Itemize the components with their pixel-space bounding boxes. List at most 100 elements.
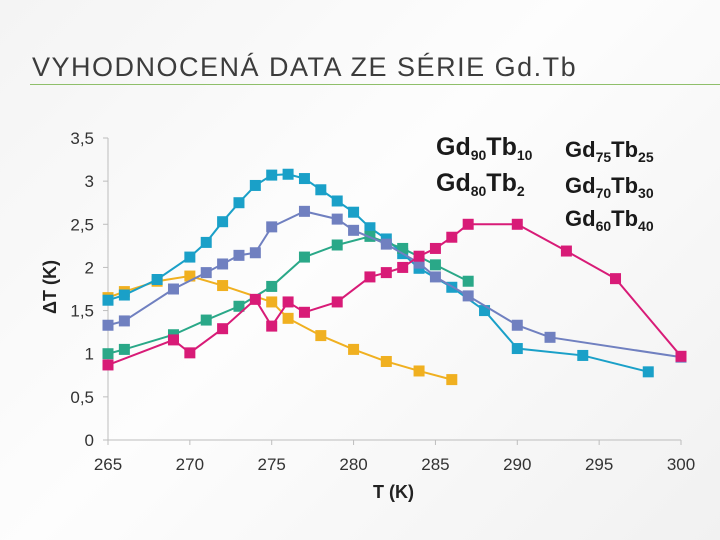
data-point-Gd70Tb30 xyxy=(348,224,360,236)
data-point-Gd60Tb40 xyxy=(364,271,376,283)
data-point-Gd75Tb25 xyxy=(282,168,294,180)
data-point-Gd70Tb30 xyxy=(331,213,343,225)
data-point-Gd70Tb30 xyxy=(298,205,310,217)
data-point-Gd60Tb40 xyxy=(298,306,310,318)
data-point-Gd75Tb25 xyxy=(118,289,130,301)
data-point-Gd60Tb40 xyxy=(282,296,294,308)
data-point-Gd75Tb25 xyxy=(200,236,212,248)
data-point-Gd60Tb40 xyxy=(413,250,425,262)
data-point-Gd80Tb2 xyxy=(102,348,114,360)
data-point-Gd90Tb10 xyxy=(413,365,425,377)
data-point-Gd75Tb25 xyxy=(364,222,376,234)
y-tick-label: 0 xyxy=(85,431,94,450)
legend-item-Gd75Tb25: Gd75Tb25 xyxy=(565,137,654,165)
data-point-Gd75Tb25 xyxy=(298,173,310,185)
data-point-Gd75Tb25 xyxy=(511,343,523,355)
data-point-Gd70Tb30 xyxy=(167,283,179,295)
data-point-Gd60Tb40 xyxy=(249,293,261,305)
data-point-Gd80Tb2 xyxy=(266,280,278,292)
x-tick-label: 300 xyxy=(667,455,695,474)
data-point-Gd80Tb2 xyxy=(429,259,441,271)
y-axis-label: ΔT (K) xyxy=(40,260,60,314)
data-point-Gd70Tb30 xyxy=(511,319,523,331)
x-tick-label: 285 xyxy=(421,455,449,474)
data-point-Gd75Tb25 xyxy=(217,216,229,228)
legend-item-Gd70Tb30: Gd70Tb30 xyxy=(565,173,654,201)
data-point-Gd60Tb40 xyxy=(429,242,441,254)
data-point-Gd90Tb10 xyxy=(184,270,196,282)
data-point-Gd90Tb10 xyxy=(348,343,360,355)
data-point-Gd60Tb40 xyxy=(511,218,523,230)
data-point-Gd60Tb40 xyxy=(184,347,196,359)
data-point-Gd60Tb40 xyxy=(217,323,229,335)
data-point-Gd75Tb25 xyxy=(642,366,654,378)
data-point-Gd60Tb40 xyxy=(397,261,409,273)
data-point-Gd70Tb30 xyxy=(462,290,474,302)
data-point-Gd75Tb25 xyxy=(233,197,245,209)
data-point-Gd70Tb30 xyxy=(429,271,441,283)
data-point-Gd60Tb40 xyxy=(560,245,572,257)
data-point-Gd75Tb25 xyxy=(184,251,196,263)
data-point-Gd90Tb10 xyxy=(446,374,458,386)
data-point-Gd70Tb30 xyxy=(217,258,229,270)
data-point-Gd70Tb30 xyxy=(102,319,114,331)
title-underline xyxy=(30,84,720,85)
data-point-Gd60Tb40 xyxy=(462,218,474,230)
data-point-Gd75Tb25 xyxy=(266,169,278,181)
data-point-Gd60Tb40 xyxy=(102,359,114,371)
data-point-Gd60Tb40 xyxy=(446,231,458,243)
legend-item-Gd80Tb2: Gd80Tb2 xyxy=(436,169,525,199)
y-tick-label: 3,5 xyxy=(70,129,94,148)
data-point-Gd70Tb30 xyxy=(118,315,130,327)
data-point-Gd75Tb25 xyxy=(249,179,261,191)
data-point-Gd60Tb40 xyxy=(380,267,392,279)
y-tick-label: 2 xyxy=(85,258,94,277)
data-point-Gd80Tb2 xyxy=(118,343,130,355)
data-point-Gd90Tb10 xyxy=(380,355,392,367)
series-line-Gd90Tb10 xyxy=(107,275,453,381)
x-tick-label: 275 xyxy=(258,455,286,474)
data-point-Gd70Tb30 xyxy=(544,331,556,343)
y-tick-label: 1,5 xyxy=(70,302,94,321)
data-point-Gd80Tb2 xyxy=(200,314,212,326)
data-point-Gd70Tb30 xyxy=(200,267,212,279)
data-point-Gd70Tb30 xyxy=(233,249,245,261)
data-point-Gd75Tb25 xyxy=(479,305,491,317)
x-axis-label: T (K) xyxy=(373,482,414,502)
data-point-Gd70Tb30 xyxy=(249,247,261,259)
data-point-Gd75Tb25 xyxy=(577,349,589,361)
y-tick-label: 1 xyxy=(85,345,94,364)
slide-title: VYHODNOCENÁ DATA ZE SÉRIE Gd.Tb xyxy=(32,52,578,82)
data-point-Gd80Tb2 xyxy=(298,251,310,263)
y-tick-label: 0,5 xyxy=(70,388,94,407)
data-point-Gd80Tb2 xyxy=(233,300,245,312)
data-point-Gd90Tb10 xyxy=(217,280,229,292)
data-point-Gd80Tb2 xyxy=(462,275,474,287)
data-point-Gd60Tb40 xyxy=(610,273,622,285)
data-point-Gd70Tb30 xyxy=(266,221,278,233)
data-point-Gd90Tb10 xyxy=(315,330,327,342)
x-tick-label: 280 xyxy=(339,455,367,474)
data-point-Gd70Tb30 xyxy=(413,257,425,269)
y-tick-label: 3 xyxy=(85,172,94,191)
x-tick-label: 290 xyxy=(503,455,531,474)
data-point-Gd80Tb2 xyxy=(397,242,409,254)
data-point-Gd80Tb2 xyxy=(331,239,343,251)
y-tick-label: 2,5 xyxy=(70,215,94,234)
data-point-Gd75Tb25 xyxy=(331,195,343,207)
data-point-Gd60Tb40 xyxy=(167,334,179,346)
legend-item-Gd90Tb10: Gd90Tb10 xyxy=(436,133,533,163)
data-point-Gd60Tb40 xyxy=(675,350,687,362)
data-point-Gd75Tb25 xyxy=(151,274,163,286)
data-point-Gd60Tb40 xyxy=(266,320,278,332)
data-point-Gd70Tb30 xyxy=(380,238,392,250)
legend-item-Gd60Tb40: Gd60Tb40 xyxy=(565,206,654,234)
data-point-Gd75Tb25 xyxy=(102,294,114,306)
x-tick-label: 265 xyxy=(94,455,122,474)
data-point-Gd75Tb25 xyxy=(348,206,360,218)
x-tick-label: 270 xyxy=(176,455,204,474)
data-point-Gd90Tb10 xyxy=(282,312,294,324)
data-point-Gd75Tb25 xyxy=(315,184,327,196)
x-tick-label: 295 xyxy=(585,455,613,474)
